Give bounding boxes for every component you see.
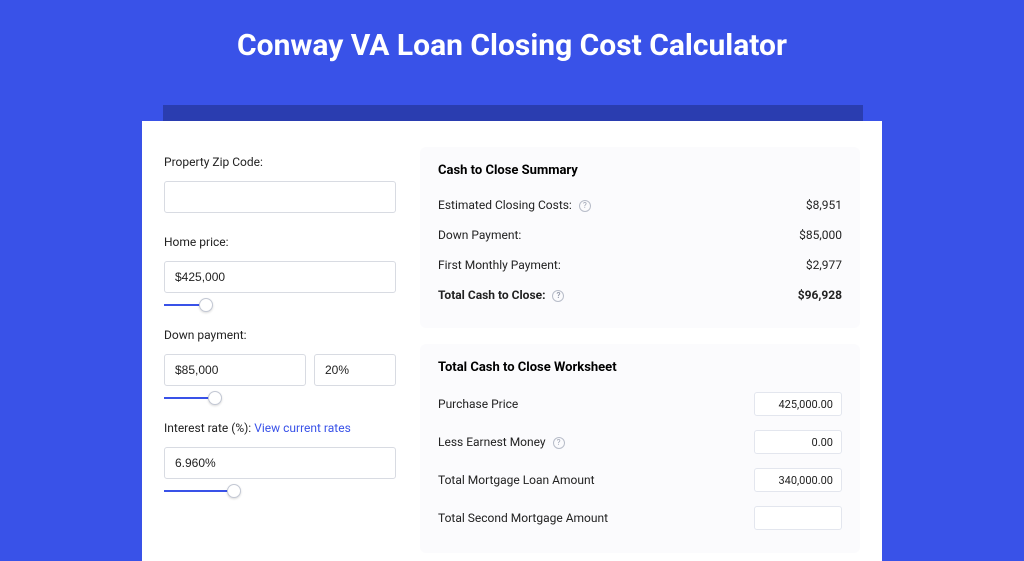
down-payment-pct-input[interactable] [314, 354, 396, 386]
interest-label: Interest rate (%): [164, 421, 251, 435]
summary-column: Cash to Close Summary Estimated Closing … [420, 147, 860, 535]
worksheet-row: Purchase Price 425,000.00 [438, 385, 842, 423]
worksheet-row: Total Mortgage Loan Amount 340,000.00 [438, 461, 842, 499]
worksheet-value: 425,000.00 [754, 392, 842, 416]
summary-value: $2,977 [806, 258, 842, 272]
worksheet-panel: Total Cash to Close Worksheet Purchase P… [420, 344, 860, 553]
summary-row-total: Total Cash to Close: ? $96,928 [438, 280, 842, 310]
form-column: Property Zip Code: Home price: Down paym… [164, 147, 396, 535]
summary-label: Down Payment: [438, 228, 521, 242]
worksheet-value: 340,000.00 [754, 468, 842, 492]
summary-value: $85,000 [799, 228, 842, 242]
help-icon[interactable]: ? [553, 437, 565, 449]
view-rates-link[interactable]: View current rates [254, 421, 351, 435]
zip-label: Property Zip Code: [164, 155, 396, 169]
down-payment-slider[interactable] [164, 393, 396, 403]
summary-value: $96,928 [798, 288, 842, 302]
page-title: Conway VA Loan Closing Cost Calculator [0, 0, 1024, 85]
worksheet-row: Less Earnest Money ? 0.00 [438, 423, 842, 461]
worksheet-row: Total Second Mortgage Amount [438, 499, 842, 537]
interest-input[interactable] [164, 447, 396, 479]
summary-label: First Monthly Payment: [438, 258, 561, 272]
help-icon[interactable]: ? [552, 290, 564, 302]
summary-panel: Cash to Close Summary Estimated Closing … [420, 147, 860, 328]
worksheet-label: Total Second Mortgage Amount [438, 511, 608, 525]
worksheet-value: 0.00 [754, 430, 842, 454]
home-price-input[interactable] [164, 261, 396, 293]
calculator-card: Property Zip Code: Home price: Down paym… [142, 121, 882, 561]
summary-row: First Monthly Payment: $2,977 [438, 250, 842, 280]
worksheet-label: Less Earnest Money [438, 435, 546, 449]
worksheet-label: Purchase Price [438, 397, 518, 411]
worksheet-value [754, 506, 842, 530]
home-price-slider[interactable] [164, 300, 396, 310]
interest-slider[interactable] [164, 486, 396, 496]
summary-value: $8,951 [806, 198, 842, 212]
down-payment-input[interactable] [164, 354, 306, 386]
summary-row: Down Payment: $85,000 [438, 220, 842, 250]
summary-row: Estimated Closing Costs: ? $8,951 [438, 190, 842, 220]
summary-label: Estimated Closing Costs: [438, 198, 572, 212]
zip-input[interactable] [164, 181, 396, 213]
home-price-label: Home price: [164, 235, 396, 249]
worksheet-label: Total Mortgage Loan Amount [438, 473, 595, 487]
summary-heading: Cash to Close Summary [438, 163, 842, 178]
summary-label: Total Cash to Close: [438, 288, 545, 302]
interest-label-row: Interest rate (%): View current rates [164, 421, 396, 435]
help-icon[interactable]: ? [579, 200, 591, 212]
down-payment-label: Down payment: [164, 328, 396, 342]
worksheet-heading: Total Cash to Close Worksheet [438, 360, 842, 375]
